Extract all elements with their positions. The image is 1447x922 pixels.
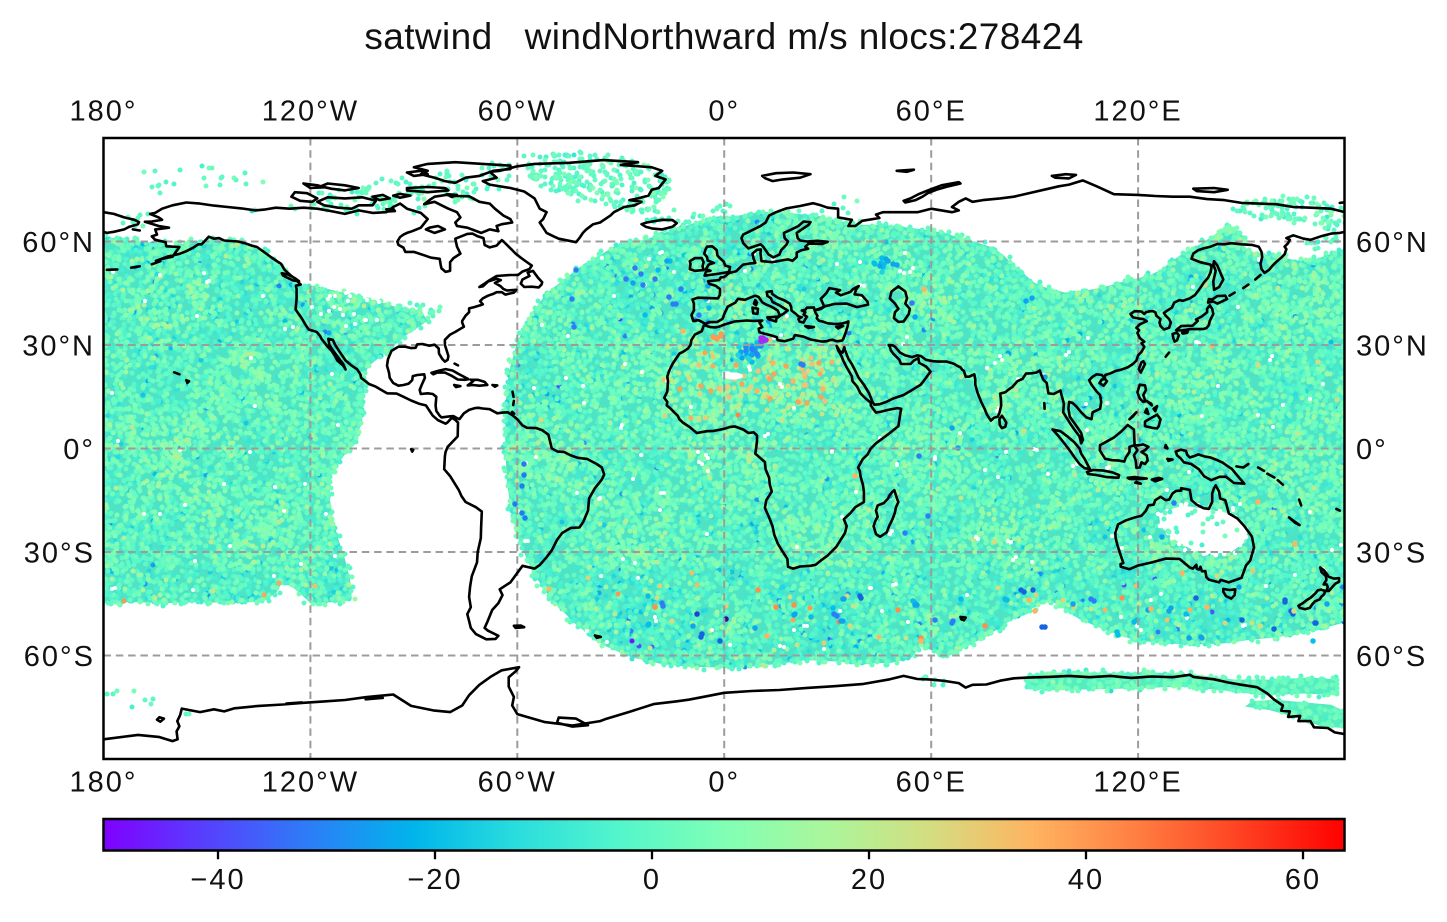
svg-text:60°E: 60°E [896,767,967,799]
svg-text:satwind windNorthward m/s nl: satwind windNorthward m/s nlocs:278424 [364,16,1083,57]
svg-text:−20: −20 [407,864,462,896]
svg-text:40: 40 [1068,864,1104,896]
svg-text:120°E: 120°E [1093,767,1182,799]
svg-text:30°N: 30°N [1356,331,1429,363]
svg-text:60°W: 60°W [478,767,557,799]
svg-text:20: 20 [851,864,887,896]
svg-text:60°S: 60°S [1356,641,1427,673]
svg-text:0°: 0° [1356,434,1388,466]
svg-text:120°W: 120°W [262,96,359,128]
svg-text:60°W: 60°W [478,96,557,128]
svg-text:0°: 0° [708,96,740,128]
svg-text:180°: 180° [70,767,138,799]
svg-text:60°S: 60°S [24,641,95,673]
svg-text:60: 60 [1285,864,1321,896]
svg-text:120°E: 120°E [1093,96,1182,128]
svg-text:180°: 180° [70,96,138,128]
svg-text:60°N: 60°N [1356,227,1429,259]
svg-text:0°: 0° [63,434,95,466]
svg-text:60°E: 60°E [896,96,967,128]
svg-text:30°S: 30°S [1356,538,1427,570]
svg-text:−40: −40 [190,864,245,896]
svg-text:30°S: 30°S [24,538,95,570]
svg-text:30°N: 30°N [22,331,95,363]
svg-text:60°N: 60°N [22,227,95,259]
svg-text:0°: 0° [708,767,740,799]
svg-text:0: 0 [643,864,661,896]
svg-text:120°W: 120°W [262,767,359,799]
